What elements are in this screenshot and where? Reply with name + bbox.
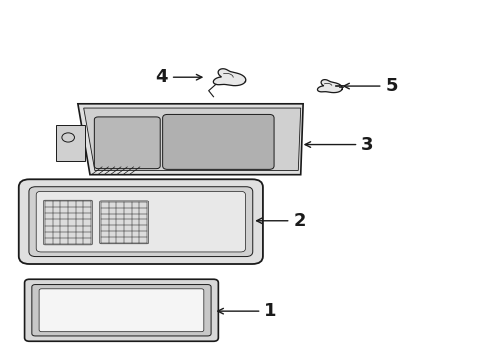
FancyBboxPatch shape [24,279,219,341]
Polygon shape [318,80,343,93]
FancyBboxPatch shape [19,179,263,264]
FancyBboxPatch shape [163,114,274,169]
FancyBboxPatch shape [36,192,245,252]
Polygon shape [78,104,303,175]
FancyBboxPatch shape [44,200,93,245]
Polygon shape [84,108,301,170]
Polygon shape [213,69,246,86]
FancyBboxPatch shape [99,201,148,244]
Text: 4: 4 [155,68,202,86]
FancyBboxPatch shape [32,284,211,336]
Text: 3: 3 [305,136,374,154]
Text: 2: 2 [257,212,306,230]
Text: 1: 1 [218,302,277,320]
FancyBboxPatch shape [39,289,204,332]
Polygon shape [56,125,85,161]
FancyBboxPatch shape [95,117,160,168]
Text: 5: 5 [344,77,398,95]
FancyBboxPatch shape [29,187,253,257]
